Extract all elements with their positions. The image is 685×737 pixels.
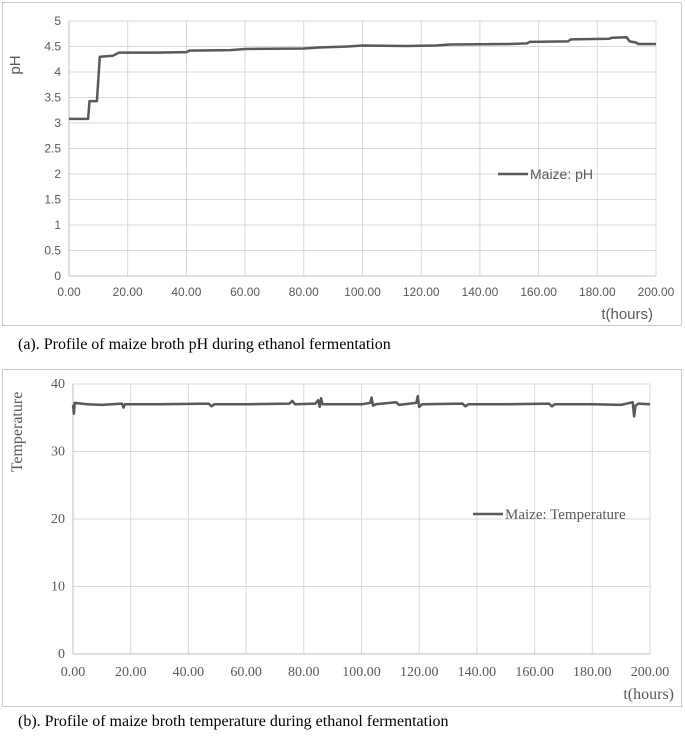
y-tick-label: 0 — [58, 647, 65, 662]
x-tick-label: 100.00 — [342, 665, 381, 680]
y-tick-label: 1 — [54, 218, 61, 232]
x-tick-label: 60.00 — [230, 285, 260, 299]
y-axis-label: Temperature — [9, 392, 26, 473]
temperature-chart-panel: 0.00 20.00 40.00 60.00 80.00 100.00 120.00 140.… — [2, 369, 682, 707]
x-axis-label: t(hours) — [601, 306, 653, 323]
y-tick-label: 2 — [54, 167, 61, 181]
legend-label: Maize: Temperature — [505, 507, 626, 523]
x-tick-label: 80.00 — [288, 665, 320, 680]
x-tick-label: 0.00 — [61, 665, 86, 680]
y-tick-label: 1.5 — [44, 193, 61, 207]
y-tick-label: 2.5 — [44, 142, 61, 156]
ph-chart-caption: (a). Profile of maize broth pH during et… — [18, 336, 391, 353]
temperature-chart: 0.00 20.00 40.00 60.00 80.00 100.00 120.00 140.… — [9, 377, 674, 703]
y-tick-label: 30 — [51, 445, 65, 460]
x-tick-label: 140.00 — [462, 285, 499, 299]
x-tick-label: 160.00 — [520, 285, 557, 299]
y-tick-label: 5 — [54, 14, 61, 28]
legend-label: Maize: pH — [530, 166, 593, 182]
ph-chart-panel: 0.00 20.00 40.00 60.00 80.00 100.00 120.00 140.… — [2, 2, 682, 326]
x-tick-label: 200.00 — [631, 665, 670, 680]
y-tick-label: 0 — [54, 269, 61, 283]
y-tick-label: 40 — [51, 377, 65, 392]
x-tick-label: 20.00 — [113, 285, 143, 299]
x-tick-label: 40.00 — [171, 285, 201, 299]
x-tick-label: 80.00 — [289, 285, 319, 299]
y-tick-label: 20 — [51, 512, 65, 527]
x-tick-label: 40.00 — [173, 665, 205, 680]
y-tick-label: 3.5 — [44, 91, 61, 105]
x-tick-label: 160.00 — [515, 665, 554, 680]
temperature-chart-caption: (b). Profile of maize broth temperature … — [18, 713, 449, 730]
x-tick-label: 0.00 — [57, 285, 81, 299]
y-axis-label: pH — [7, 55, 24, 74]
y-tick-label: 3 — [54, 116, 61, 130]
x-axis-label: t(hours) — [623, 686, 674, 703]
x-tick-label: 120.00 — [403, 285, 440, 299]
y-tick-label: 4.5 — [44, 40, 61, 54]
y-tick-label: 0.5 — [44, 244, 61, 258]
ph-chart: 0.00 20.00 40.00 60.00 80.00 100.00 120.00 140.… — [7, 14, 675, 323]
y-tick-label: 4 — [54, 65, 61, 79]
temperature-series-line — [71, 394, 651, 418]
x-tick-label: 60.00 — [230, 665, 262, 680]
x-tick-label: 180.00 — [573, 665, 612, 680]
x-tick-label: 180.00 — [579, 285, 616, 299]
x-tick-label: 20.00 — [115, 665, 147, 680]
y-tick-label: 10 — [51, 580, 65, 595]
x-tick-label: 140.00 — [458, 665, 497, 680]
x-tick-label: 200.00 — [638, 285, 675, 299]
x-tick-label: 120.00 — [400, 665, 439, 680]
ph-series-line — [69, 36, 656, 121]
x-tick-label: 100.00 — [344, 285, 381, 299]
